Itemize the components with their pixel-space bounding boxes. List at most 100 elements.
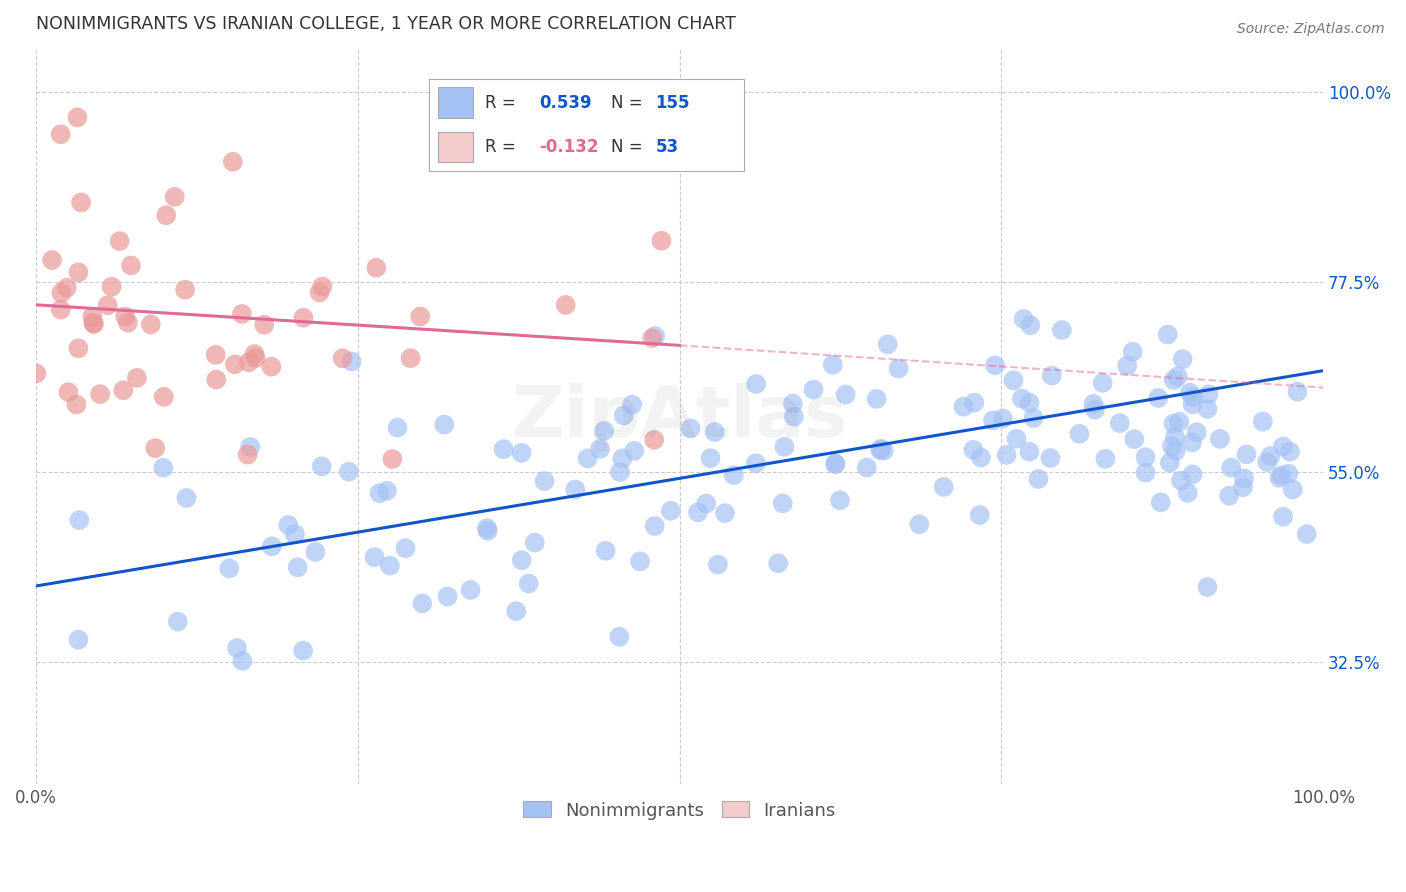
Point xyxy=(1050,323,1073,337)
Point xyxy=(1281,483,1303,497)
Point xyxy=(1236,447,1258,461)
Point xyxy=(1083,397,1105,411)
Point xyxy=(65,397,87,411)
Point xyxy=(699,451,721,466)
Point xyxy=(205,373,228,387)
Point xyxy=(821,358,844,372)
Point xyxy=(433,417,456,432)
Point xyxy=(108,234,131,248)
Point xyxy=(1018,444,1040,458)
Point xyxy=(492,442,515,457)
Point xyxy=(876,337,898,351)
Point xyxy=(1123,432,1146,446)
Point xyxy=(1251,415,1274,429)
Point xyxy=(834,387,856,401)
Point xyxy=(745,456,768,470)
Point xyxy=(641,331,664,345)
Point xyxy=(292,310,315,325)
Point xyxy=(224,357,246,371)
Point xyxy=(1181,467,1204,482)
Point xyxy=(1197,401,1219,416)
Point xyxy=(67,513,90,527)
Point xyxy=(609,630,631,644)
Point xyxy=(231,654,253,668)
Point xyxy=(304,545,326,559)
Point xyxy=(644,519,666,533)
Point xyxy=(1012,312,1035,326)
Point xyxy=(366,260,388,275)
Point xyxy=(176,491,198,505)
Point xyxy=(1260,449,1282,463)
Point xyxy=(783,409,806,424)
Point xyxy=(1028,472,1050,486)
Point xyxy=(643,433,665,447)
Point xyxy=(595,543,617,558)
Point xyxy=(477,524,499,538)
Point xyxy=(243,347,266,361)
Point xyxy=(969,508,991,522)
Point xyxy=(363,550,385,565)
Point xyxy=(67,265,90,279)
Point xyxy=(865,392,887,406)
Point xyxy=(564,483,586,497)
Point xyxy=(152,460,174,475)
Point xyxy=(25,367,48,381)
Point xyxy=(1157,327,1180,342)
Point xyxy=(1268,471,1291,485)
Point xyxy=(222,154,245,169)
Text: NONIMMIGRANTS VS IRANIAN COLLEGE, 1 YEAR OR MORE CORRELATION CHART: NONIMMIGRANTS VS IRANIAN COLLEGE, 1 YEAR… xyxy=(37,15,735,33)
Point xyxy=(1122,344,1144,359)
Point xyxy=(340,354,363,368)
Point xyxy=(991,411,1014,425)
Point xyxy=(260,359,283,374)
Point xyxy=(120,259,142,273)
Point xyxy=(623,443,645,458)
Point xyxy=(1286,384,1309,399)
Point xyxy=(67,341,90,355)
Point xyxy=(49,128,72,142)
Point xyxy=(82,316,104,330)
Point xyxy=(277,518,299,533)
Point xyxy=(803,383,825,397)
Point xyxy=(399,351,422,366)
Point xyxy=(260,539,283,553)
Point xyxy=(609,465,631,479)
Point xyxy=(337,465,360,479)
Point xyxy=(56,281,79,295)
Point xyxy=(163,190,186,204)
Point xyxy=(1233,471,1256,485)
Point xyxy=(644,329,666,343)
Point xyxy=(1185,425,1208,440)
Point xyxy=(1178,385,1201,400)
Point xyxy=(231,307,253,321)
Point xyxy=(1116,359,1139,373)
Point xyxy=(1002,373,1025,387)
Point xyxy=(1159,456,1181,470)
Point xyxy=(236,448,259,462)
Point xyxy=(952,400,974,414)
Point xyxy=(460,582,482,597)
Point xyxy=(1181,435,1204,450)
Point xyxy=(41,253,63,268)
Point xyxy=(932,480,955,494)
Point xyxy=(1256,455,1278,469)
Point xyxy=(308,285,330,300)
Point xyxy=(554,298,576,312)
Point xyxy=(1198,387,1220,401)
Point xyxy=(67,632,90,647)
Point xyxy=(628,554,651,568)
Point xyxy=(824,457,846,471)
Point xyxy=(621,398,644,412)
Point xyxy=(908,517,931,532)
Point xyxy=(1164,443,1187,458)
Point xyxy=(1022,411,1045,425)
Point xyxy=(311,279,333,293)
Point xyxy=(1171,352,1194,367)
Point xyxy=(284,527,307,541)
Point xyxy=(1168,415,1191,429)
Point xyxy=(1094,451,1116,466)
Point xyxy=(773,440,796,454)
Point xyxy=(970,450,993,465)
Point xyxy=(869,443,891,458)
Point xyxy=(1147,391,1170,405)
